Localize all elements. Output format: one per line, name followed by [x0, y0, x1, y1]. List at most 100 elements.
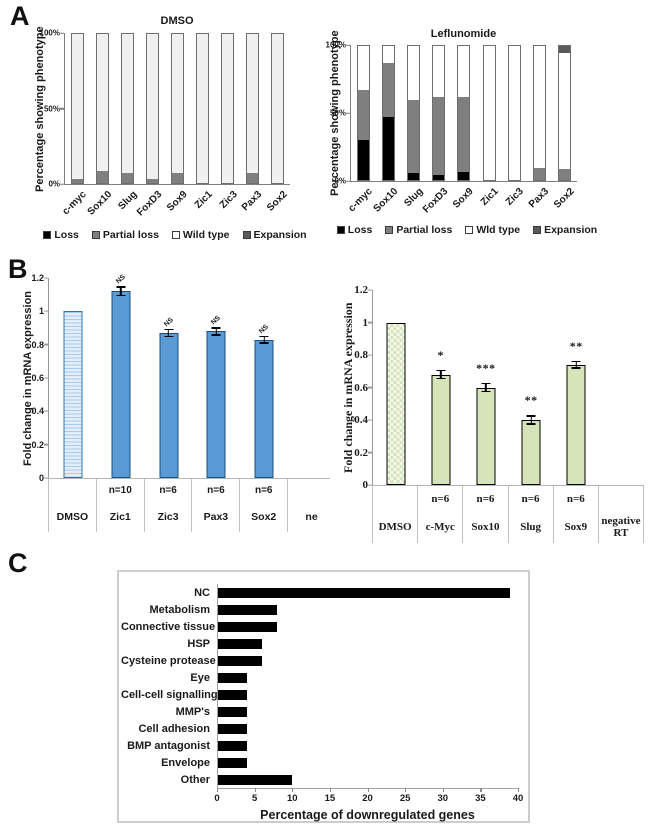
x-category-cell: n=6 Slug	[509, 486, 554, 543]
x-category-label: c-Myc	[425, 521, 455, 534]
panel-b-letter: B	[8, 254, 28, 284]
x-category-text: Zic3	[504, 186, 527, 208]
error-bar-cap-top	[211, 327, 221, 329]
stacked-bar	[121, 33, 134, 184]
x-tick-label: 10	[286, 793, 298, 804]
stacked-bar	[432, 45, 446, 181]
y-tick-mark	[345, 180, 350, 182]
category-label: Other	[180, 773, 210, 786]
segment-partial-loss	[72, 178, 83, 183]
x-category-label: Sox9	[165, 186, 190, 224]
y-tick-label: 1.2	[354, 284, 368, 296]
x-category-text: Sox10	[85, 189, 114, 218]
stacked-bar	[196, 33, 209, 184]
segment-partial-loss	[247, 172, 258, 183]
y-tick-mark	[44, 277, 48, 279]
bar-columns: NS NS NS NS	[49, 274, 330, 478]
y-axis-line	[217, 584, 219, 788]
segment-wild-type	[408, 46, 420, 100]
x-axis-labels: c-myc Sox10 Slug FoxD3 Sox9 Zic1 Zic3 Pax3 Sox2	[346, 183, 577, 221]
x-category-cell: negative RT	[599, 486, 645, 543]
bar-track	[217, 686, 518, 703]
bar-row: Cell-cell signalling	[121, 686, 518, 703]
bar-column: ***	[463, 290, 508, 485]
x-category-text: c-myc	[60, 189, 89, 218]
error-bar-line	[167, 328, 170, 338]
stacked-bar	[146, 33, 159, 184]
x-category-text: Sox9	[164, 189, 190, 214]
x-tick-mark	[329, 788, 332, 792]
significance-label: **	[569, 338, 583, 353]
y-tick-label: 0.4	[31, 406, 44, 417]
error-bar-cap-bottom	[164, 335, 174, 338]
x-tick-label: 25	[399, 793, 411, 804]
error-bar	[211, 327, 221, 336]
bar-column: NS	[240, 278, 288, 478]
error-bar-cap-top	[164, 328, 174, 331]
bar-column: NS	[145, 278, 193, 478]
segment-wild-type	[97, 34, 108, 172]
x-category-label: DMSO	[378, 521, 412, 534]
segment-wild-type	[358, 46, 370, 91]
n-label: n=6	[431, 492, 450, 505]
legend-item: Expansion	[533, 224, 597, 236]
category-label: BMP antagonist	[127, 739, 210, 752]
bar-row: Metabolism	[121, 601, 518, 618]
segment-partial-loss	[122, 172, 133, 183]
y-tick-label: 50%	[43, 104, 60, 113]
y-tick-mark	[44, 477, 48, 479]
category-label: NC	[194, 586, 210, 599]
bar-row: NC	[121, 584, 518, 601]
bar-cell-cell-signalling	[217, 689, 248, 700]
x-category-label: FoxD3	[135, 186, 164, 224]
segment-wild-type	[433, 46, 445, 97]
bar-track	[217, 754, 518, 771]
x-tick-mark	[442, 788, 444, 792]
bar-rows: NC Metabolism Connective tissue HSP Cysteine…	[121, 584, 518, 788]
plot-area: NS NS NS NS 0 0.2 0.4 0.6 0.8 1 1.2	[31, 273, 330, 483]
bar-sox2	[254, 339, 274, 478]
bar-track	[217, 635, 518, 652]
x-category-label: Slug	[520, 521, 541, 534]
chart-downregulated-genes: NC Metabolism Connective tissue HSP Cysteine…	[117, 570, 530, 823]
x-category-text: c-myc	[346, 186, 375, 215]
segment-wild-type	[483, 46, 495, 180]
bar-metabolism	[217, 604, 278, 615]
stacked-bar	[532, 45, 546, 181]
x-tick-mark	[405, 788, 407, 792]
segment-wild-type	[147, 34, 158, 179]
y-tick-label: 0.4	[354, 414, 368, 427]
error-bar-cap-bottom	[481, 390, 491, 393]
significance-label: **	[524, 393, 538, 408]
x-category-label: Slug	[402, 183, 425, 221]
x-category-label: c-myc	[61, 186, 89, 224]
bar-row: Cell adhesion	[121, 720, 518, 737]
bar-column	[288, 278, 330, 478]
legend-swatch	[171, 231, 180, 239]
bar-zic3	[159, 333, 179, 478]
bar-track	[217, 584, 518, 601]
y-tick-mark	[44, 310, 48, 312]
y-tick-label: 100%	[325, 40, 346, 50]
bar-column	[599, 290, 644, 485]
x-category-cell: n=6 Pax3	[192, 479, 241, 532]
x-category-cell: DMSO	[49, 479, 97, 532]
x-category-text: Sox2	[265, 189, 290, 214]
bar-zic1	[111, 291, 131, 478]
y-tick-mark	[368, 354, 372, 356]
stacked-bar	[271, 33, 284, 184]
segment-wild-type	[508, 46, 520, 180]
bar-pax3	[206, 331, 226, 478]
segment-wild-type	[172, 34, 183, 173]
chart-title: Leflunomide	[430, 28, 497, 40]
x-category-text: Sox2	[551, 186, 577, 211]
segment-loss	[433, 174, 445, 180]
legend-label: Wild type	[182, 229, 230, 241]
legend-label: Loss	[54, 229, 79, 241]
bar-envelope	[217, 757, 248, 768]
y-tick-mark	[368, 289, 372, 291]
y-tick-label: 50%	[329, 108, 346, 118]
x-category-label: Zic1	[109, 510, 131, 523]
legend-item: Loss	[336, 224, 372, 236]
x-category-cell: ne	[288, 479, 330, 532]
